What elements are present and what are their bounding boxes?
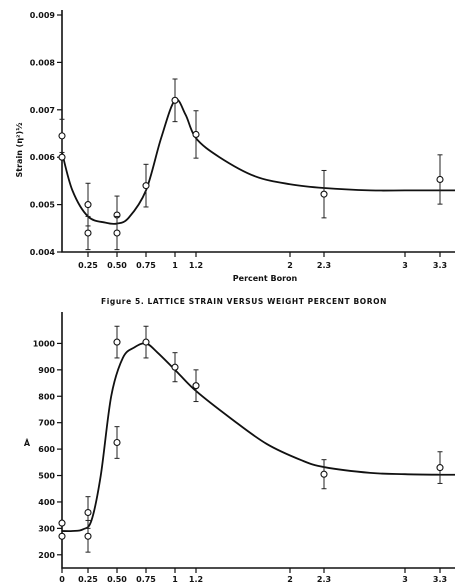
strain-y-tick-label: 0.009 [30, 11, 56, 20]
strain-y-axis-label: Strain (η²)½ [14, 123, 24, 178]
size-x-tick-label: 1 [172, 575, 178, 584]
strain-data-point [192, 130, 200, 138]
size-x-tick-label: 2.3 [317, 575, 331, 584]
size-data-point [142, 338, 150, 346]
size-data-point [320, 470, 328, 478]
size-data-point [113, 438, 121, 447]
strain-y-tick-label: 0.008 [30, 58, 56, 67]
strain-x-tick-label: 1.2 [189, 261, 203, 270]
strain-x-tick-label: 2.3 [317, 261, 331, 270]
size-y-tick-label: 500 [38, 472, 55, 481]
strain-data-point [113, 229, 121, 237]
size-x-tick-label: 3 [402, 575, 408, 584]
crystallite-size-chart: 200 300 400 500 600 700 800 900 1000 0 0.25 0.50 0.… [24, 312, 456, 584]
size-x-tick-label: 2 [287, 575, 293, 584]
size-data-point [84, 508, 92, 517]
size-x-tick-label: 3.3 [433, 575, 447, 584]
strain-x-tick-label: 0.25 [78, 261, 98, 270]
size-data-point [58, 532, 66, 540]
size-data-point [192, 382, 200, 390]
strain-data-point [58, 153, 66, 161]
size-data-point [171, 363, 179, 371]
size-y-axis-label: Å [24, 438, 31, 448]
size-y-tick-label: 400 [38, 498, 55, 507]
size-x-tick-label: 0.50 [107, 575, 127, 584]
strain-x-axis-label: Percent Boron [233, 274, 298, 283]
size-y-tick-label: 600 [38, 445, 55, 454]
size-y-tick-label: 700 [38, 419, 55, 428]
strain-x-tick-label: 3 [402, 261, 408, 270]
size-fit-curve [61, 342, 456, 533]
size-x-tick-label: 0.25 [78, 575, 98, 584]
strain-data-point [84, 201, 92, 209]
strain-x-tick-label: 3.3 [433, 261, 447, 270]
size-data-point [113, 338, 121, 346]
strain-x-tick-label: 1 [172, 261, 178, 270]
strain-chart-axes [61, 10, 455, 253]
strain-x-tick-label: 0.50 [107, 261, 127, 270]
figure-caption: Figure 5. LATTICE STRAIN VERSUS WEIGHT P… [101, 297, 387, 306]
size-chart-axes [61, 312, 455, 569]
strain-x-tick-label: 0.75 [136, 261, 156, 270]
strain-x-tick-label: 2 [287, 261, 293, 270]
strain-y-tick-label: 0.006 [30, 153, 56, 162]
strain-fit-curve [61, 98, 455, 225]
size-y-tick-label: 800 [38, 392, 55, 401]
strain-y-tick-label: 0.007 [30, 106, 55, 115]
size-y-tick-label: 1000 [33, 339, 56, 348]
strain-data-point [58, 132, 66, 140]
strain-data-point [84, 229, 92, 237]
strain-chart: 0.004 0.005 0.006 0.007 0.008 0.009 0.25 0.50 0… [14, 10, 455, 306]
strain-data-point [171, 96, 179, 104]
strain-y-tick-label: 0.005 [30, 201, 56, 210]
size-y-tick-label: 200 [38, 551, 55, 560]
size-data-point [84, 532, 92, 540]
strain-y-tick-label: 0.004 [30, 248, 56, 257]
strain-data-point [436, 175, 444, 184]
size-y-tick-label: 300 [38, 524, 55, 533]
size-data-point [436, 464, 444, 472]
size-y-tick-label: 900 [38, 366, 55, 375]
size-x-tick-label: 1.2 [189, 575, 203, 584]
size-x-tick-label: 0.75 [136, 575, 156, 584]
size-data-point [58, 519, 66, 527]
size-x-tick-label: 0 [59, 575, 65, 584]
strain-data-point [320, 190, 328, 198]
strain-data-point [142, 182, 150, 190]
